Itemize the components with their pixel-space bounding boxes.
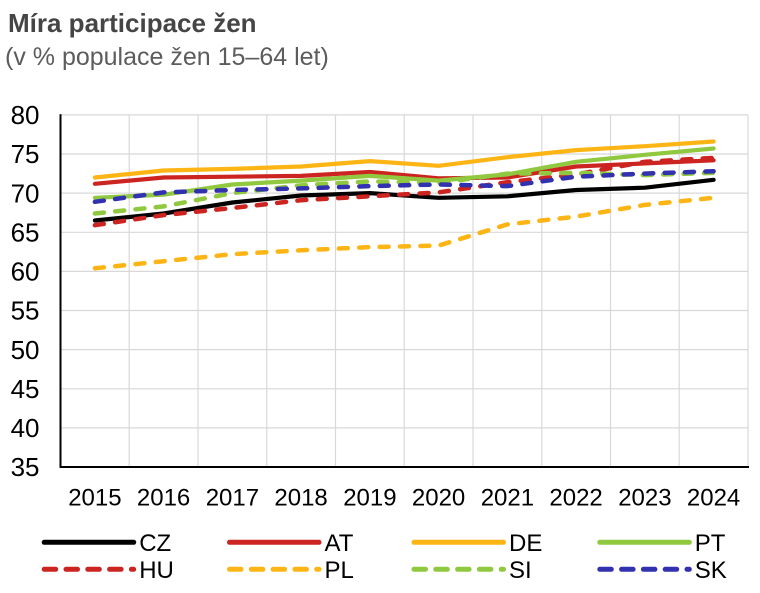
svg-text:55: 55 — [11, 296, 40, 326]
svg-text:2022: 2022 — [549, 485, 602, 512]
svg-text:70: 70 — [11, 178, 40, 208]
svg-text:2020: 2020 — [412, 485, 465, 512]
svg-text:SK: SK — [695, 557, 727, 584]
svg-text:80: 80 — [11, 100, 40, 130]
svg-text:2018: 2018 — [274, 485, 327, 512]
svg-text:2016: 2016 — [137, 485, 190, 512]
svg-text:65: 65 — [11, 218, 40, 248]
svg-text:2021: 2021 — [481, 485, 534, 512]
svg-text:45: 45 — [11, 374, 40, 404]
svg-text:2017: 2017 — [206, 485, 259, 512]
svg-text:(v % populace žen 15–64 let): (v % populace žen 15–64 let) — [5, 43, 329, 71]
svg-text:60: 60 — [11, 257, 40, 287]
svg-text:50: 50 — [11, 335, 40, 365]
svg-text:AT: AT — [325, 530, 354, 557]
svg-text:2019: 2019 — [343, 485, 396, 512]
svg-text:CZ: CZ — [139, 530, 171, 557]
svg-text:Míra participace žen: Míra participace žen — [8, 8, 257, 38]
svg-text:75: 75 — [11, 139, 40, 169]
svg-text:40: 40 — [11, 413, 40, 443]
svg-text:2023: 2023 — [618, 485, 671, 512]
svg-text:35: 35 — [11, 452, 40, 482]
svg-text:HU: HU — [139, 557, 174, 584]
svg-text:2024: 2024 — [687, 485, 740, 512]
svg-text:SI: SI — [509, 557, 532, 584]
svg-text:PT: PT — [695, 530, 726, 557]
svg-text:2015: 2015 — [68, 485, 121, 512]
svg-text:DE: DE — [509, 530, 542, 557]
svg-text:PL: PL — [325, 557, 354, 584]
